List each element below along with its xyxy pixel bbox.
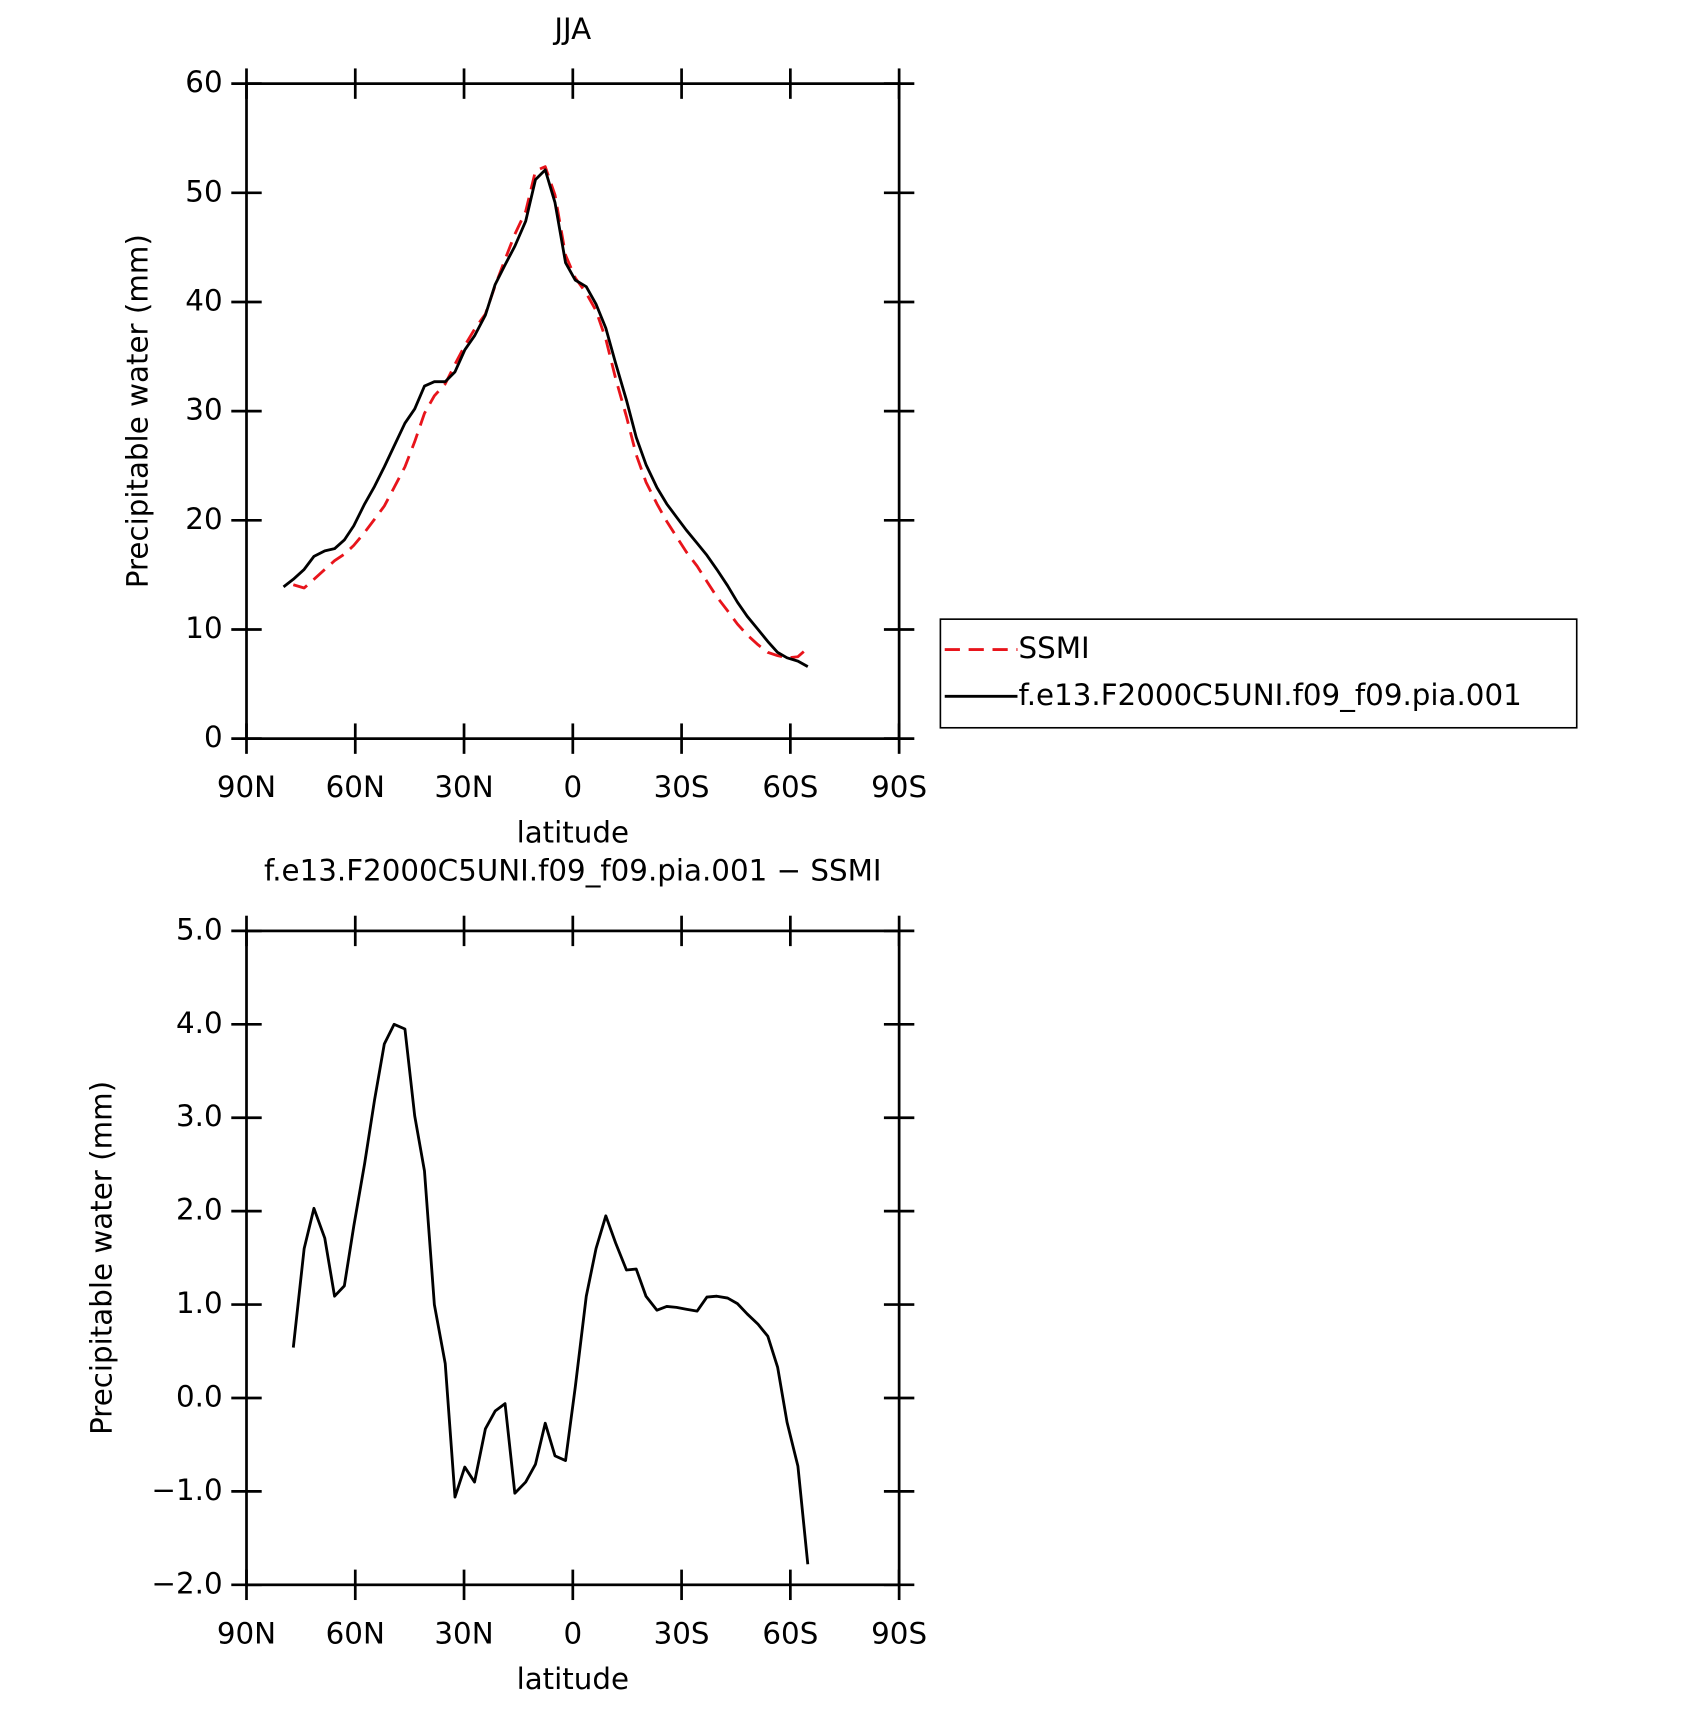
y-axis-label: Precipitable water (mm) xyxy=(120,234,154,588)
plot-frame xyxy=(245,82,901,741)
y-tick-label: 4.0 xyxy=(176,1006,223,1040)
x-tick-label: 90N xyxy=(217,770,276,804)
legend: SSMI f.e13.F2000C5UNI.f09_f09.pia.001 xyxy=(939,618,1578,729)
legend-label: SSMI xyxy=(1019,631,1090,665)
x-axis-label: latitude xyxy=(517,816,629,850)
y-tick-label: 3.0 xyxy=(176,1099,223,1133)
x-tick-label: 60S xyxy=(762,1616,818,1650)
y-tick-label: −1.0 xyxy=(151,1473,222,1507)
y-axis-label: Precipitable water (mm) xyxy=(85,1081,119,1435)
y-tick-label: 60 xyxy=(185,65,222,99)
x-tick-label: 60S xyxy=(762,770,818,804)
x-tick-label: 30N xyxy=(434,1616,493,1650)
data-line xyxy=(292,165,809,660)
x-tick-label: 30S xyxy=(654,770,710,804)
chart-title: f.e13.F2000C5UNI.f09_f09.pia.001 − SSMI xyxy=(264,854,882,888)
chart-title: JJA xyxy=(552,12,591,46)
x-tick-label: 30N xyxy=(434,770,493,804)
x-tick-label: 90N xyxy=(217,1616,276,1650)
legend-label: f.e13.F2000C5UNI.f09_f09.pia.001 xyxy=(1019,678,1522,712)
x-tick-label: 0 xyxy=(563,1616,582,1650)
y-tick-label: 30 xyxy=(185,393,222,427)
y-tick-label: 10 xyxy=(185,611,222,645)
x-tick-label: 60N xyxy=(326,770,385,804)
y-tick-label: 40 xyxy=(185,283,222,317)
y-tick-label: 5.0 xyxy=(176,912,223,946)
x-tick-label: 30S xyxy=(654,1616,710,1650)
y-tick-label: 2.0 xyxy=(176,1193,223,1227)
x-tick-label: 60N xyxy=(326,1616,385,1650)
data-line xyxy=(291,1022,810,1565)
y-tick-label: 20 xyxy=(185,502,222,536)
y-tick-label: 50 xyxy=(185,174,222,208)
x-tick-label: 0 xyxy=(563,770,582,804)
x-tick-label: 90S xyxy=(871,770,927,804)
y-tick-label: 0 xyxy=(204,720,223,754)
x-axis-label: latitude xyxy=(517,1662,629,1696)
data-line xyxy=(282,168,809,668)
x-tick-label: 90S xyxy=(871,1616,927,1650)
legend-box xyxy=(939,618,1578,729)
y-tick-label: −2.0 xyxy=(151,1566,222,1600)
y-tick-label: 0.0 xyxy=(176,1379,223,1413)
y-tick-label: 1.0 xyxy=(176,1286,223,1320)
